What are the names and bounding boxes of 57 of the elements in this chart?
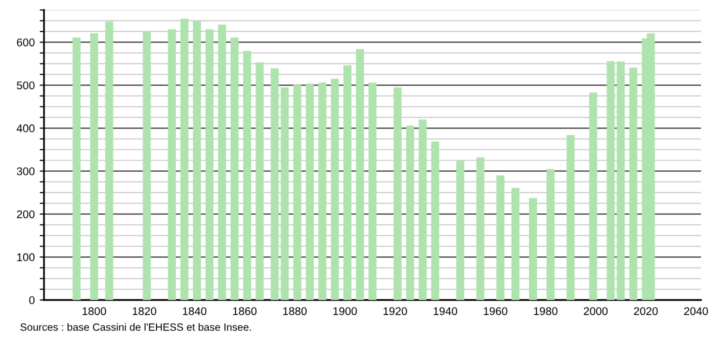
y-tick-label: 400: [16, 124, 35, 132]
bar: [105, 22, 114, 300]
bar: [306, 83, 314, 300]
bar: [476, 157, 484, 300]
bar: [566, 135, 575, 300]
x-tick-label: 1900: [333, 307, 357, 316]
bar: [356, 49, 364, 300]
x-tick-label: 1820: [132, 307, 156, 316]
x-tick-label: 1920: [384, 307, 407, 316]
bar: [606, 61, 615, 300]
bar: [72, 37, 81, 300]
bar: [496, 175, 504, 300]
bar: [368, 82, 377, 300]
bar: [230, 37, 239, 300]
bar: [546, 168, 555, 300]
x-tick-label: 1980: [534, 307, 558, 316]
source-note: Sources : base Cassini de l'EHESS et base Insee.: [20, 323, 251, 331]
x-tick-label: 1840: [182, 307, 206, 316]
x-tick-label: 2040: [684, 307, 708, 316]
y-tick-label: 300: [16, 167, 35, 176]
bar: [629, 68, 638, 300]
x-tick-label: 1960: [484, 307, 508, 316]
bar: [270, 68, 279, 300]
bar: [589, 92, 598, 300]
bar: [243, 50, 252, 300]
bar: [456, 160, 464, 300]
bar: [90, 33, 98, 300]
bar: [205, 29, 214, 300]
bar: [192, 21, 201, 300]
x-tick-label: 1800: [82, 307, 106, 316]
y-tick-label: 0: [29, 296, 35, 304]
bar: [528, 198, 537, 300]
bar: [418, 120, 427, 300]
bar: [330, 78, 339, 300]
bar: [406, 126, 414, 300]
bar: [142, 31, 151, 300]
bar: [256, 62, 264, 300]
x-tick-label: 1940: [434, 307, 458, 316]
bar: [343, 65, 352, 300]
bar: [616, 62, 625, 300]
x-tick-label: 1860: [233, 307, 257, 316]
y-tick-label: 500: [16, 81, 35, 90]
x-tick-label: 2020: [634, 307, 658, 316]
bar: [280, 87, 289, 300]
bar: [431, 141, 440, 300]
x-tick-label: 2000: [584, 307, 608, 316]
bar: [293, 84, 302, 300]
y-tick-label: 100: [17, 253, 35, 262]
bar: [180, 18, 188, 300]
bar: [511, 188, 520, 300]
bar: [218, 24, 226, 300]
y-tick-label: 200: [16, 210, 35, 218]
bar: [394, 87, 402, 300]
y-tick-label: 600: [17, 38, 35, 46]
bar: [318, 82, 326, 300]
x-tick-label: 1880: [283, 307, 307, 316]
bar: [168, 29, 176, 300]
